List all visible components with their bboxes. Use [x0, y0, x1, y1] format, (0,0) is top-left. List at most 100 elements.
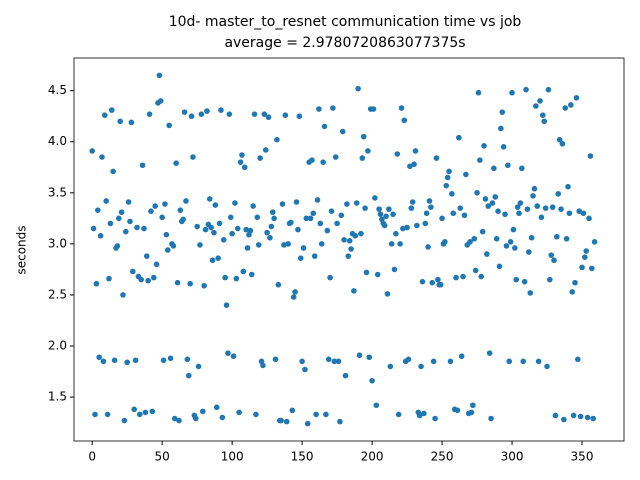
- point: [416, 412, 423, 419]
- point: [526, 249, 532, 255]
- point: [106, 275, 112, 282]
- point: [265, 114, 272, 121]
- point: [507, 239, 514, 245]
- point: [372, 195, 378, 201]
- point: [556, 136, 563, 143]
- point: [411, 161, 417, 168]
- point: [283, 418, 290, 425]
- point: [93, 280, 100, 287]
- point: [188, 113, 195, 120]
- point: [327, 274, 333, 281]
- point: [330, 105, 336, 111]
- point: [423, 210, 430, 217]
- point: [484, 251, 490, 257]
- point: [591, 239, 598, 245]
- point: [289, 407, 296, 414]
- point: [395, 411, 402, 418]
- point: [267, 234, 273, 241]
- point: [279, 201, 286, 207]
- x-tick-label: 200: [361, 450, 384, 464]
- point: [177, 207, 184, 213]
- x-tick-label: 150: [291, 450, 314, 464]
- point: [421, 410, 427, 417]
- point: [206, 196, 213, 202]
- point: [355, 85, 361, 92]
- point: [122, 228, 129, 235]
- point: [363, 269, 370, 276]
- point: [187, 280, 193, 287]
- point: [576, 208, 583, 214]
- point: [274, 136, 280, 143]
- point: [419, 278, 426, 285]
- point: [139, 162, 146, 169]
- point: [185, 372, 192, 379]
- point: [391, 266, 398, 273]
- point: [586, 215, 592, 222]
- point: [127, 218, 133, 225]
- y-tick-label: 3.0: [48, 236, 67, 250]
- point: [393, 230, 399, 237]
- point: [120, 292, 126, 298]
- point: [94, 207, 101, 213]
- point: [387, 363, 394, 370]
- point: [584, 414, 591, 421]
- point: [407, 163, 413, 170]
- point: [453, 274, 459, 281]
- point: [366, 354, 373, 361]
- point: [288, 219, 294, 226]
- point: [129, 268, 136, 275]
- point: [183, 198, 189, 204]
- chart-subtitle: average = 2.9780720863077375s: [224, 35, 465, 51]
- point: [430, 358, 437, 365]
- point: [107, 220, 114, 227]
- point: [213, 404, 220, 411]
- point: [572, 279, 578, 286]
- point: [563, 235, 570, 242]
- point: [316, 106, 322, 112]
- point: [131, 406, 137, 413]
- point: [505, 162, 511, 169]
- point: [471, 235, 478, 242]
- point: [101, 112, 108, 118]
- point: [153, 261, 160, 268]
- point: [299, 358, 305, 365]
- point: [302, 366, 308, 373]
- point: [547, 276, 553, 283]
- point: [323, 411, 329, 418]
- point: [260, 362, 266, 369]
- point: [562, 105, 569, 111]
- point: [293, 199, 300, 205]
- point: [486, 350, 493, 356]
- point: [222, 274, 228, 281]
- point: [492, 194, 499, 200]
- point: [204, 108, 210, 114]
- point: [568, 102, 574, 108]
- point: [236, 409, 242, 416]
- point: [383, 213, 389, 220]
- point: [533, 103, 539, 109]
- point: [219, 414, 226, 421]
- point: [99, 154, 105, 160]
- point: [152, 203, 158, 209]
- point: [381, 222, 388, 229]
- point: [449, 191, 455, 197]
- point: [163, 231, 170, 238]
- point: [331, 358, 338, 365]
- point: [157, 98, 164, 104]
- point: [264, 229, 270, 236]
- point: [156, 72, 163, 79]
- point: [524, 206, 531, 212]
- point: [516, 210, 522, 217]
- point: [275, 281, 282, 288]
- axes-frame: [73, 57, 625, 442]
- x-tick-label: 50: [155, 450, 170, 464]
- point: [521, 278, 528, 285]
- point: [215, 255, 221, 261]
- point: [489, 200, 496, 206]
- point: [496, 263, 503, 270]
- point: [503, 243, 510, 249]
- y-tick-label: 2.0: [48, 339, 67, 353]
- point: [365, 148, 371, 154]
- point: [292, 289, 298, 295]
- point: [531, 185, 538, 192]
